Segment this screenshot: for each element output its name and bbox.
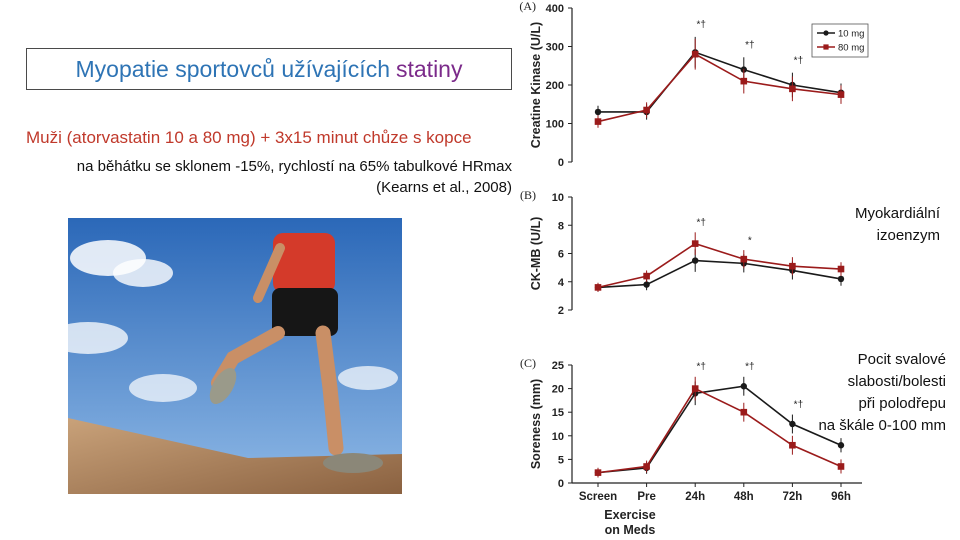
soreness-x-tick-label: 48h bbox=[734, 491, 754, 503]
ckmb-point-80mg bbox=[691, 240, 699, 247]
ck-significance-mark: *† bbox=[745, 40, 754, 51]
soreness-note: Pocit svalové slabosti/bolesti při polod… bbox=[818, 349, 946, 437]
ck-point-80mg bbox=[789, 85, 796, 93]
ckmb-point-80mg bbox=[594, 284, 602, 291]
soreness-y-tick-label: 20 bbox=[552, 384, 564, 396]
ck-series-line-80mg bbox=[597, 53, 842, 123]
title-main: Myopatie sportovců užívajících bbox=[75, 55, 390, 82]
ckmb-y-tick-label: 2 bbox=[558, 305, 564, 317]
soreness-x-tick-label: 24h bbox=[685, 491, 705, 503]
soreness-y-tick-label: 10 bbox=[552, 431, 564, 443]
soreness-point-80mg bbox=[594, 469, 602, 476]
ck-legend-marker bbox=[823, 44, 829, 50]
ckmb-significance-mark: *† bbox=[696, 218, 705, 229]
ck-panel-label: (A) bbox=[519, 0, 536, 13]
ckmb-y-tick-label: 8 bbox=[558, 220, 564, 232]
soreness-y-tick-label: 5 bbox=[558, 454, 564, 466]
soreness-point-10mg bbox=[837, 442, 845, 449]
ckmb-point-80mg bbox=[837, 265, 845, 273]
ck-legend-box bbox=[811, 23, 869, 58]
ckmb-y-axis-label: CK-MB (U/L) bbox=[529, 217, 543, 291]
soreness-note-line-1: Pocit svalové bbox=[857, 351, 946, 368]
soreness-significance-mark: *† bbox=[794, 399, 803, 410]
soreness-x-axis-label-line-2: on Meds bbox=[605, 523, 656, 537]
ck-point-80mg bbox=[837, 91, 845, 98]
ck-point-80mg bbox=[740, 77, 748, 85]
soreness-y-tick-label: 0 bbox=[558, 478, 564, 490]
soreness-point-80mg bbox=[837, 463, 845, 470]
ck-legend-marker bbox=[823, 30, 829, 36]
ck-legend-label: 80 mg bbox=[838, 43, 864, 54]
ckmb-point-80mg bbox=[740, 255, 748, 263]
ck-y-tick-label: 400 bbox=[546, 3, 564, 15]
ck-y-axis-label: Creatine Kinase (U/L) bbox=[529, 22, 543, 148]
soreness-series-line-80mg bbox=[597, 387, 842, 474]
ck-y-tick-label: 100 bbox=[546, 119, 564, 131]
soreness-x-tick-label: Pre bbox=[637, 491, 656, 503]
ckmb-y-tick-label: 6 bbox=[558, 249, 564, 261]
soreness-panel-label: (C) bbox=[520, 356, 536, 370]
ckmb-y-tick-label: 10 bbox=[552, 192, 564, 204]
ck-point-80mg bbox=[643, 106, 650, 114]
soreness-x-tick-label: 96h bbox=[831, 491, 851, 503]
slide-title: Myopatie sportovců užívajících statiny bbox=[26, 48, 512, 90]
soreness-note-line-3: při polodřepu bbox=[858, 395, 946, 412]
ckmb-significance-mark: * bbox=[748, 235, 752, 246]
ckmb-note-line-1: Myokardiální bbox=[854, 205, 940, 222]
ck-y-tick-label: 0 bbox=[558, 157, 564, 169]
ckmb-point-80mg bbox=[643, 272, 650, 280]
ck-y-tick-label: 200 bbox=[546, 80, 564, 92]
ckmb-point-80mg bbox=[789, 262, 796, 270]
title-accent: statiny bbox=[396, 55, 463, 82]
ckmb-point-10mg bbox=[692, 257, 699, 264]
runner-photo bbox=[68, 218, 402, 494]
soreness-note-line-4: na škále 0-100 mm bbox=[818, 417, 946, 434]
soreness-point-10mg bbox=[740, 383, 747, 390]
soreness-point-80mg bbox=[789, 441, 796, 449]
ckmb-series-line-80mg bbox=[597, 242, 842, 289]
soreness-x-tick-label: 72h bbox=[782, 491, 802, 503]
soreness-point-10mg bbox=[789, 420, 796, 428]
soreness-y-tick-label: 15 bbox=[552, 407, 564, 419]
soreness-x-tick-label: Screen bbox=[579, 491, 617, 503]
ckmb-note: Myokardiální izoenzym bbox=[855, 203, 940, 247]
ckmb-point-10mg bbox=[837, 275, 845, 283]
description-citation: (Kearns et al., 2008) bbox=[376, 179, 512, 196]
ck-point-80mg bbox=[691, 50, 699, 58]
soreness-x-axis-label-line-1: Exercise bbox=[604, 508, 655, 522]
study-description: na běhátku se sklonem -15%, rychlostí na… bbox=[12, 156, 512, 198]
study-subtitle: Muži (atorvastatin 10 a 80 mg) + 3x15 mi… bbox=[26, 128, 472, 147]
ck-significance-mark: *† bbox=[696, 20, 705, 31]
soreness-y-tick-label: 25 bbox=[552, 360, 564, 372]
ckmb-series-line-10mg bbox=[597, 259, 842, 289]
soreness-point-80mg bbox=[691, 385, 699, 392]
ckmb-point-10mg bbox=[643, 281, 650, 288]
description-line-1: na běhátku se sklonem -15%, rychlostí na… bbox=[76, 158, 512, 175]
soreness-note-line-2: slabosti/bolesti bbox=[847, 373, 946, 390]
ckmb-note-line-2: izoenzym bbox=[876, 227, 940, 244]
ck-point-10mg bbox=[594, 108, 602, 116]
ck-series-line-10mg bbox=[598, 51, 842, 113]
ckmb-y-tick-label: 4 bbox=[558, 277, 565, 289]
soreness-point-80mg bbox=[740, 408, 748, 416]
ck-y-tick-label: 300 bbox=[546, 42, 564, 54]
soreness-significance-mark: *† bbox=[745, 362, 754, 373]
ck-point-80mg bbox=[594, 118, 602, 125]
soreness-y-axis-label: Soreness (mm) bbox=[529, 379, 543, 469]
soreness-significance-mark: *† bbox=[696, 362, 705, 373]
ckmb-panel-label: (B) bbox=[520, 188, 536, 202]
soreness-series-line-10mg bbox=[597, 385, 842, 474]
soreness-point-80mg bbox=[643, 463, 650, 470]
ck-legend-label: 10 mg bbox=[838, 29, 864, 40]
ck-significance-mark: *† bbox=[794, 55, 803, 66]
